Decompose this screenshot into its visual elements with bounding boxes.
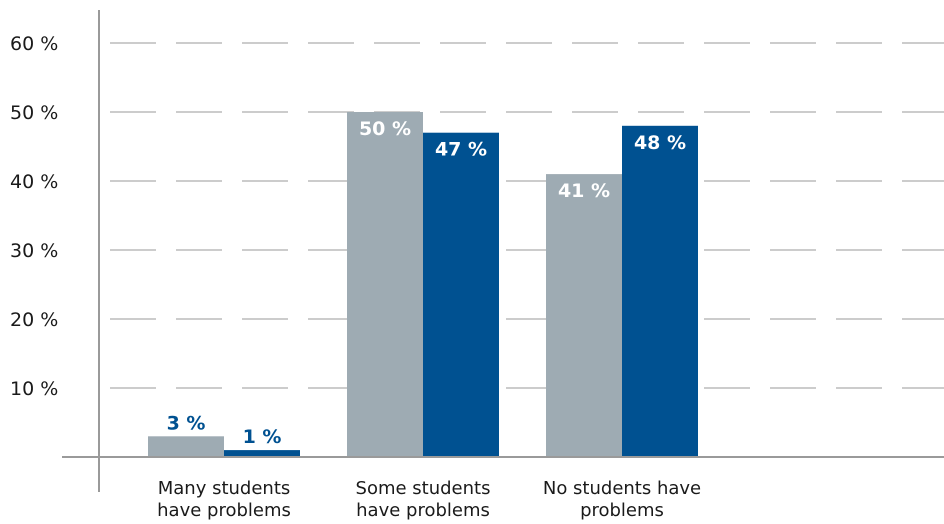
y-tick-label: 20 % — [10, 309, 58, 331]
y-tick-label: 60 % — [10, 33, 58, 55]
bar — [224, 450, 300, 457]
grid-lines — [110, 42, 944, 389]
bar-value-label: 47 % — [435, 139, 487, 161]
y-tick-labels: 10 % 20 % 30 % 40 % 50 % 60 % — [10, 33, 58, 400]
category-label: have problems — [157, 500, 291, 521]
category-label: have problems — [356, 500, 490, 521]
bar — [546, 174, 622, 457]
y-tick-label: 50 % — [10, 102, 58, 124]
category-label: problems — [580, 500, 664, 521]
bar — [622, 125, 698, 458]
category-label: Some students — [356, 478, 491, 499]
bar-value-label: 50 % — [359, 118, 411, 140]
bar-value-label: 3 % — [167, 412, 206, 434]
bar — [347, 112, 423, 457]
y-tick-label: 10 % — [10, 378, 58, 400]
y-tick-label: 30 % — [10, 240, 58, 262]
bar-value-label: 41 % — [558, 180, 610, 202]
bar-value-label: 48 % — [634, 132, 686, 154]
bars — [148, 112, 698, 458]
bar-labels: 3 % 1 % 50 % 47 % 41 % 48 % — [167, 118, 686, 448]
y-tick-label: 40 % — [10, 171, 58, 193]
category-label: No students have — [543, 478, 701, 499]
bar-value-label: 1 % — [243, 426, 282, 448]
bar — [423, 132, 499, 457]
bar — [148, 436, 224, 457]
category-label: Many students — [158, 478, 291, 499]
